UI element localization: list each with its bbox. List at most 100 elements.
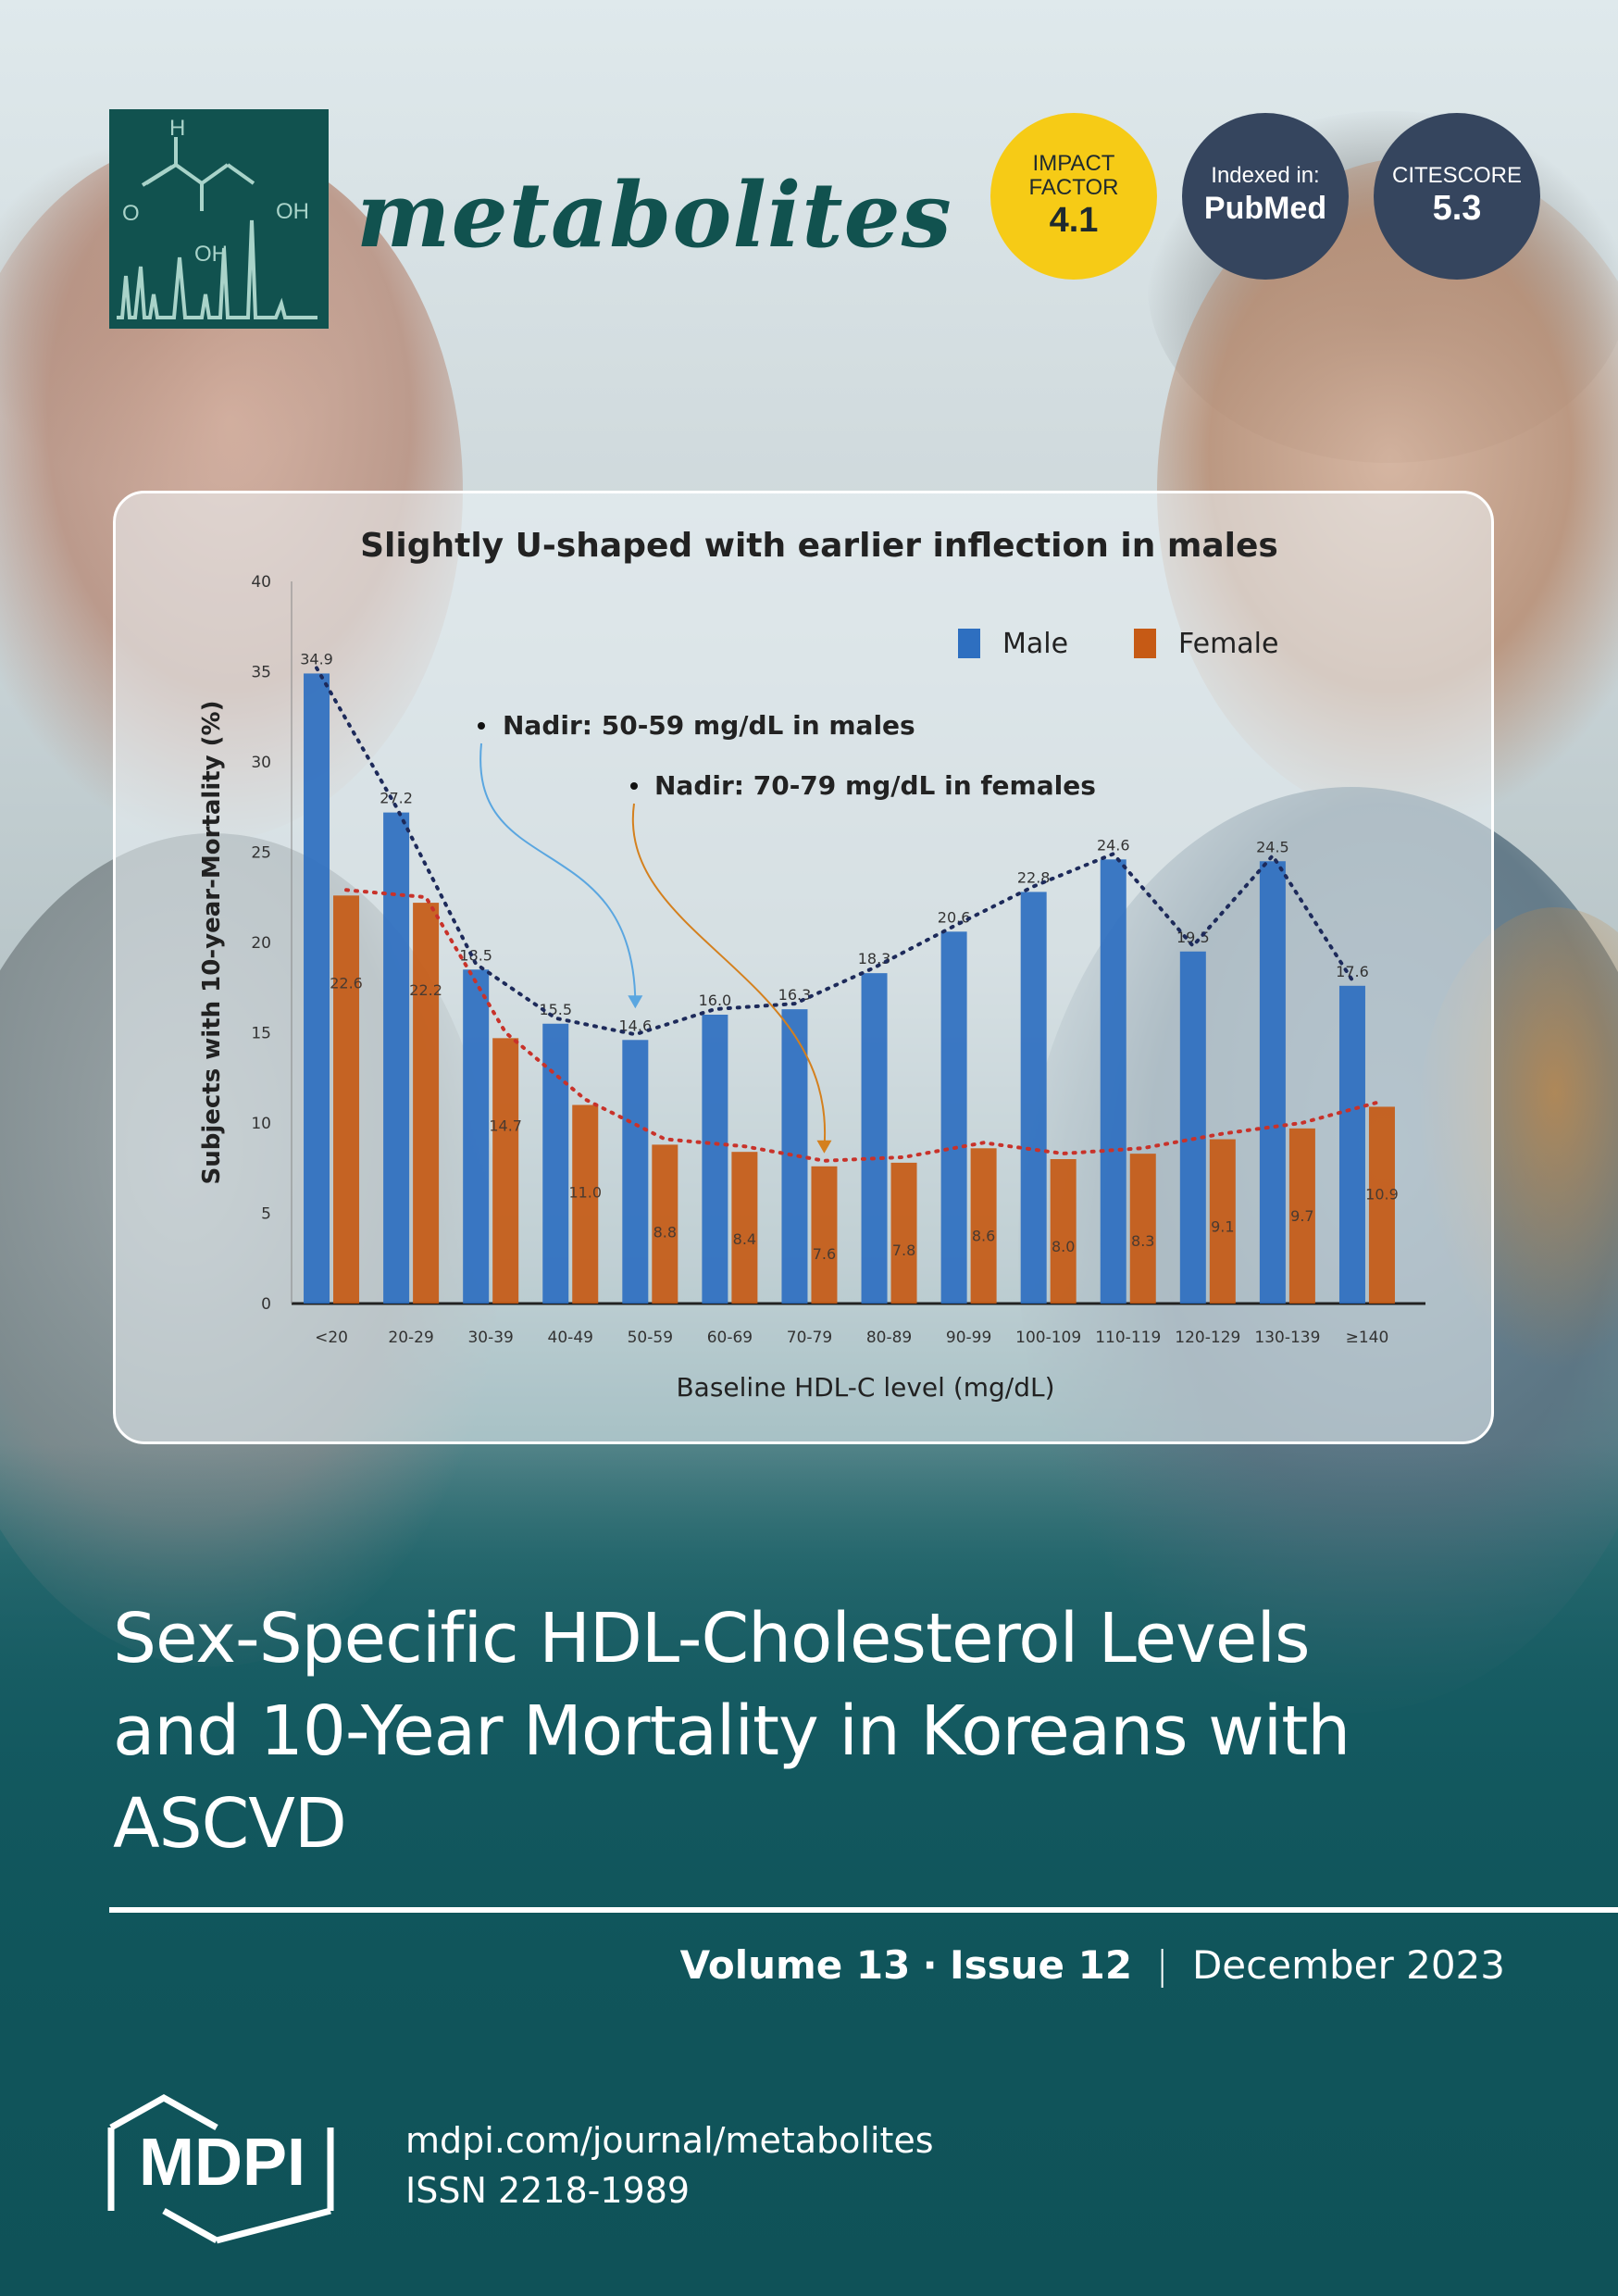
y-tick-label: 0: [261, 1295, 271, 1314]
male-bar: [463, 969, 490, 1304]
issue-dot: ·: [922, 1942, 938, 1988]
bar-chart: Slightly U-shaped with earlier inflectio…: [198, 527, 1425, 1403]
impact-factor-line2: FACTOR: [1028, 175, 1119, 200]
annotation-female-arrowhead: [816, 1140, 832, 1154]
annotation-male-arrow: [479, 742, 637, 1004]
male-value-label: 24.6: [1097, 836, 1130, 854]
male-bar: [781, 1009, 808, 1304]
y-tick-label: 30: [251, 754, 271, 772]
impact-factor-badge: IMPACT FACTOR 4.1: [990, 113, 1157, 280]
title-divider: [109, 1907, 1618, 1913]
male-value-label: 18.5: [459, 946, 492, 964]
pubmed-label: Indexed in:: [1211, 163, 1320, 188]
male-bar: [861, 973, 888, 1304]
x-tick-label: <20: [315, 1329, 348, 1347]
female-value-label: 8.8: [653, 1223, 677, 1241]
chart-title: Slightly U-shaped with earlier inflectio…: [360, 527, 1278, 565]
male-value-label: 27.2: [380, 790, 413, 807]
female-value-label: 7.8: [892, 1242, 915, 1259]
female-bar: [572, 1104, 599, 1304]
female-value-label: 9.7: [1290, 1207, 1313, 1225]
article-title-line-3: ASCVD: [113, 1784, 347, 1864]
male-trend-line: [315, 666, 1354, 1037]
pubmed-value: PubMed: [1203, 191, 1327, 226]
x-tick-label: 100-109: [1015, 1329, 1081, 1347]
x-tick-label: 90-99: [946, 1329, 991, 1347]
x-tick-label: 130-139: [1254, 1329, 1320, 1347]
article-title: Sex-Specific HDL-Cholesterol Levels and …: [113, 1592, 1529, 1870]
issue-number: Issue 12: [950, 1942, 1133, 1988]
annotation-male-arrowhead: [628, 995, 643, 1009]
x-tick-label: 40-49: [548, 1329, 593, 1347]
molecule-icon: H O OH OH: [117, 116, 317, 319]
male-bar: [383, 812, 410, 1304]
female-bar: [413, 903, 440, 1304]
annotation-male-bullet: [478, 722, 485, 730]
male-value-label: 18.3: [858, 950, 891, 967]
impact-factor-line1: IMPACT: [1032, 151, 1115, 176]
y-axis-label: Subjects with 10-year-Mortality (%): [198, 701, 226, 1185]
logo-letter-oh-center: OH: [194, 242, 228, 267]
female-value-label: 22.2: [409, 981, 442, 999]
female-bar: [652, 1144, 678, 1304]
male-value-label: 24.5: [1256, 838, 1289, 855]
female-bar: [1288, 1128, 1315, 1304]
female-value-label: 8.6: [972, 1227, 995, 1244]
female-value-label: 7.6: [813, 1245, 836, 1263]
citescore-label: CITESCORE: [1391, 163, 1522, 188]
female-value-label: 10.9: [1365, 1185, 1399, 1203]
issue-date: December 2023: [1191, 1942, 1505, 1988]
female-bar: [1368, 1106, 1395, 1304]
x-tick-label: 30-39: [467, 1329, 513, 1347]
male-bar: [940, 931, 967, 1304]
y-tick-label: 25: [251, 844, 271, 863]
female-bar: [970, 1148, 997, 1304]
annotation-male-nadir: Nadir: 50-59 mg/dL in males: [503, 710, 915, 741]
legend-female-label: Female: [1178, 628, 1278, 660]
female-value-label: 8.3: [1131, 1232, 1154, 1250]
citescore-badge: CITESCORE 5.3: [1374, 113, 1540, 280]
female-value-label: 8.4: [733, 1230, 756, 1248]
y-tick-label: 40: [251, 573, 271, 592]
male-value-label: 19.5: [1176, 929, 1210, 946]
female-bar: [890, 1162, 917, 1304]
annotation-female-bullet: [630, 782, 638, 790]
mdpi-logo-text: MDPI: [139, 2126, 305, 2200]
female-bar: [731, 1152, 758, 1304]
pubmed-badge: Indexed in: PubMed: [1182, 113, 1349, 280]
journal-name: metabolites: [356, 163, 952, 268]
y-tick-label: 20: [251, 934, 271, 953]
article-title-line-2: and 10-Year Mortality in Koreans with: [113, 1691, 1350, 1771]
x-tick-label: 50-59: [628, 1329, 673, 1347]
male-value-label: 16.0: [699, 992, 732, 1009]
x-tick-label: 80-89: [866, 1329, 912, 1347]
male-value-label: 22.8: [1017, 868, 1051, 886]
male-value-label: 17.6: [1336, 963, 1369, 980]
annotation-female-arrow: [631, 803, 827, 1148]
background-teal-gradient: [0, 1444, 1618, 2296]
chart-card: Slightly U-shaped with earlier inflectio…: [113, 491, 1494, 1444]
legend-male-label: Male: [1002, 628, 1068, 660]
legend-male-swatch: [958, 629, 980, 658]
logo-letter-o: O: [122, 201, 140, 226]
male-value-label: 20.6: [938, 908, 971, 926]
female-trend-line: [344, 888, 1384, 1163]
journal-url[interactable]: mdpi.com/journal/metabolites: [405, 2120, 934, 2161]
citescore-value: 5.3: [1432, 189, 1482, 228]
logo-letter-oh-right: OH: [276, 199, 309, 224]
female-value-label: 8.0: [1052, 1238, 1075, 1255]
issn: ISSN 2218-1989: [405, 2170, 691, 2211]
male-bar: [1100, 859, 1126, 1304]
article-title-line-1: Sex-Specific HDL-Cholesterol Levels: [113, 1599, 1311, 1678]
y-tick-label: 10: [251, 1115, 271, 1133]
journal-logo: H O OH OH: [109, 109, 329, 329]
male-value-label: 15.5: [539, 1001, 572, 1018]
male-bar: [1020, 892, 1047, 1304]
female-value-label: 14.7: [489, 1117, 522, 1134]
male-bar: [304, 673, 330, 1304]
x-tick-label: 20-29: [388, 1329, 433, 1347]
female-bar: [1209, 1139, 1236, 1304]
x-tick-label: 110-119: [1095, 1329, 1161, 1347]
male-bar: [702, 1015, 728, 1304]
